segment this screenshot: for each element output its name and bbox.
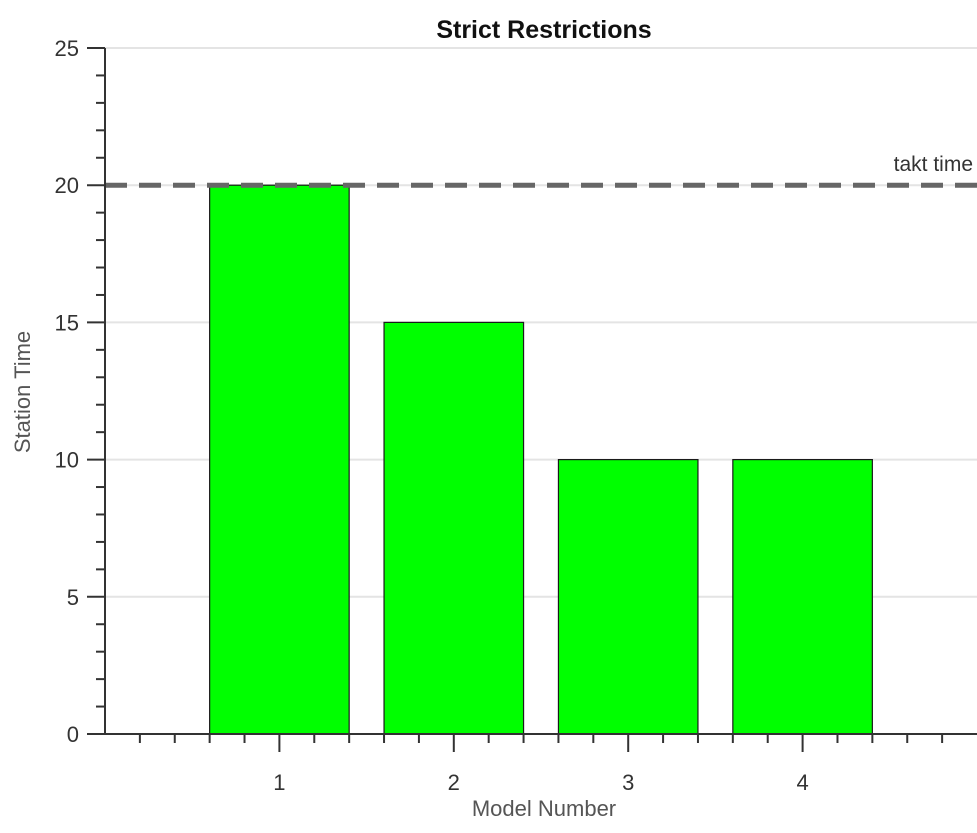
y-tick-label: 25 xyxy=(55,36,79,61)
bar-3 xyxy=(557,459,699,735)
bar-2 xyxy=(383,321,525,735)
y-tick-labels: 0 5 10 15 20 25 xyxy=(55,36,79,747)
x-tick-label: 1 xyxy=(273,770,285,795)
y-axis-title: Station Time xyxy=(10,331,35,453)
y-tick-label: 20 xyxy=(55,173,79,198)
x-tick-labels: 1 2 3 4 xyxy=(273,770,808,795)
x-tick-label: 3 xyxy=(622,770,634,795)
takt-time-label: takt time xyxy=(894,153,973,176)
y-tick-label: 5 xyxy=(67,585,79,610)
chart-title: Strict Restrictions xyxy=(436,16,651,44)
bars xyxy=(209,184,873,735)
y-tick-label: 0 xyxy=(67,722,79,747)
y-tick-label: 10 xyxy=(55,448,79,473)
bar-4 xyxy=(732,459,873,735)
x-tick-label: 4 xyxy=(796,770,808,795)
y-tick-label: 15 xyxy=(55,310,79,335)
x-tick-label: 2 xyxy=(448,770,460,795)
bar-1 xyxy=(209,184,350,735)
axes xyxy=(87,47,977,752)
x-axis-title: Model Number xyxy=(472,796,616,821)
